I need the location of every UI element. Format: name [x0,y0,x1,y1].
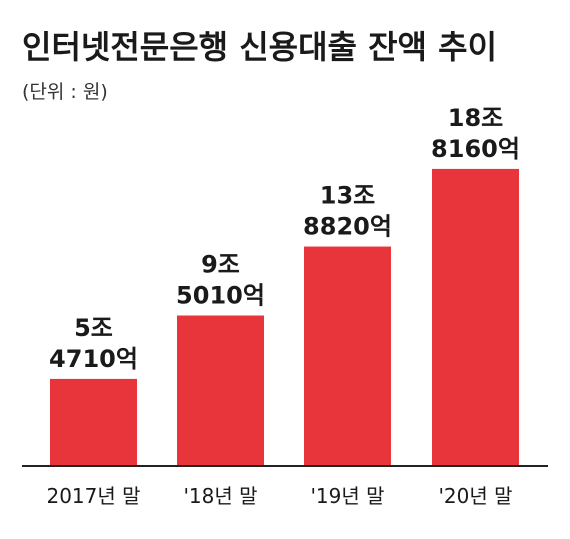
bars: 5조 4710억 9조 5010억 13조 8820억 18조 8160억 [49,104,520,466]
bar-1-data-label-2: 4710억 [49,345,138,373]
x-tick-label-2: '18년 말 [183,484,257,508]
bar-2-data-label-2: 5010억 [176,281,265,309]
chart-title: 인터넷전문은행 신용대출 잔액 추이 [22,28,497,66]
bar-4-data-label-1: 18조 [448,104,503,132]
bar-1 [50,378,137,465]
x-tick-labels: 2017년 말 '18년 말 '19년 말 '20년 말 [46,484,512,508]
bar-1-data-label-1: 5조 [74,314,113,342]
bar-3-data-label-2: 8820억 [303,213,392,241]
bar-2 [177,315,264,465]
bar-4 [432,168,519,466]
bar-2-data-label-1: 9조 [201,250,240,278]
x-tick-label-1: 2017년 말 [46,484,140,508]
bar-3 [304,246,391,465]
bar-3-data-label-1: 13조 [320,182,375,210]
chart-subtitle: (단위 : 원) [22,81,108,103]
x-tick-label-4: '20년 말 [438,484,512,508]
bar-4-data-label-2: 8160억 [431,135,520,163]
x-tick-label-3: '19년 말 [310,484,384,508]
